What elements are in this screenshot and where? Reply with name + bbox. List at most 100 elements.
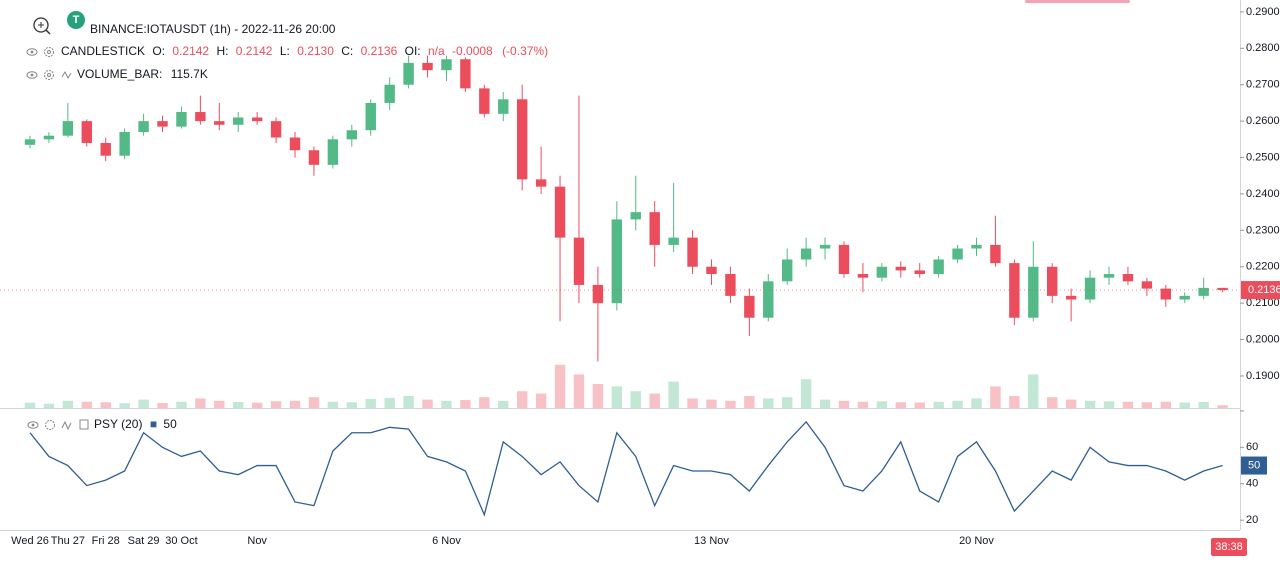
candle-body [1141, 281, 1153, 289]
symbol-title: BINANCE:IOTAUSDT (1h) - 2022-11-26 20:00 [90, 22, 336, 36]
volume-bar [725, 400, 736, 408]
legend-change-pct: (-0.37%) [502, 44, 548, 58]
y-tick-label: 0.2600 [1246, 115, 1280, 127]
candle-body [460, 59, 471, 89]
candle-body [251, 117, 263, 122]
candle-body [176, 112, 187, 127]
eye-icon[interactable] [26, 48, 38, 56]
candle-body [800, 248, 812, 260]
volume-bar [971, 398, 982, 408]
candle-body [971, 244, 982, 249]
psy-badge-label: 50 [1248, 459, 1260, 471]
countdown-badge: 38:38 [1211, 538, 1247, 556]
candle-body [81, 121, 92, 143]
volume-bar [819, 399, 831, 408]
candle-body [1217, 287, 1228, 291]
candle-body [1179, 295, 1190, 300]
candle-body [554, 186, 566, 238]
candle-body [422, 62, 433, 71]
candle-body [725, 274, 736, 296]
volume-bar [138, 399, 149, 408]
volume-bar [384, 397, 395, 408]
volume-bar [195, 398, 206, 408]
gear-icon[interactable] [44, 70, 54, 80]
candle-body [706, 266, 717, 275]
candle-body [630, 212, 641, 220]
x-tick-label: 30 Oct [165, 535, 197, 547]
volume-bar [1160, 401, 1172, 408]
gear-icon[interactable] [45, 420, 55, 430]
delete-icon[interactable] [79, 419, 89, 430]
legend-o: 0.2142 [172, 44, 209, 58]
volume-bar [914, 402, 925, 408]
candle-body [744, 295, 755, 318]
candle-body [952, 248, 963, 260]
volume-bar [233, 402, 244, 408]
line-icon [61, 70, 72, 80]
legend: T BINANCE:IOTAUSDT (1h) - 2022-11-26 20:… [26, 11, 548, 431]
x-tick-label: Wed 26 [11, 535, 49, 547]
candle-body [1009, 263, 1020, 318]
volume-bar [1122, 401, 1134, 408]
volume-bar [687, 398, 698, 408]
volume-bar [592, 384, 604, 408]
last-price-badge [1241, 281, 1280, 300]
candle-body [62, 121, 74, 136]
candle-body [1065, 295, 1077, 300]
y-tick-label: 0.2200 [1246, 261, 1280, 273]
gear-icon[interactable] [44, 47, 54, 57]
y-tick-label: 0.2700 [1246, 79, 1280, 91]
volume-bar [990, 386, 1001, 408]
volume-bar [781, 397, 793, 408]
volume-bar [1103, 401, 1115, 408]
psy-line [29, 420, 1223, 517]
volume-bar [1028, 374, 1039, 408]
candle-body [346, 130, 358, 140]
candle-body [289, 137, 301, 151]
volume-bar [763, 398, 774, 408]
psy-name: PSY (20) [94, 417, 142, 431]
volume-bar [649, 393, 660, 408]
x-tick-label: Sat 29 [128, 535, 160, 547]
volume-bar [857, 401, 869, 408]
candle-body [649, 212, 660, 245]
x-tick-label: 13 Nov [694, 535, 729, 547]
volume-bar [270, 401, 282, 408]
volume-bar [895, 402, 906, 408]
candle-body [1084, 277, 1096, 300]
candle-body [43, 135, 55, 140]
volume-bar [1217, 405, 1228, 408]
x-tick-label: Thu 27 [51, 535, 85, 547]
y-tick-label: 0.1900 [1246, 370, 1280, 382]
volume-bar [24, 402, 36, 408]
volume-bar [479, 397, 490, 408]
volume-bar [1009, 396, 1020, 408]
volume-bar [573, 374, 585, 408]
zoom-icon[interactable] [33, 17, 51, 35]
eye-icon[interactable] [26, 71, 38, 79]
candle-body [819, 244, 831, 249]
legend-h: 0.2142 [236, 44, 273, 58]
volume-bar [308, 397, 320, 408]
legend-o-label: O: [152, 44, 165, 58]
candle-body [1160, 288, 1172, 300]
candle-body [516, 99, 528, 180]
last-price-label: 0.2136 [1248, 284, 1280, 296]
volume-bar [933, 401, 944, 408]
volume-bar [668, 381, 679, 408]
eye-icon[interactable] [27, 421, 39, 429]
legend-l: 0.2130 [297, 44, 334, 58]
candle-body [1047, 266, 1058, 296]
candle-body [914, 270, 925, 275]
volume-bar [327, 401, 339, 408]
candle-body [365, 102, 376, 131]
legend-c-label: C: [341, 44, 353, 58]
volume-bar [952, 400, 963, 408]
candle-body [857, 274, 869, 278]
volume-bar [1084, 400, 1096, 408]
psy-legend: PSY (20) ■ 50 [94, 417, 177, 431]
candle-body [384, 84, 395, 103]
y-tick-label: 0.2900 [1246, 6, 1280, 18]
candle-body [270, 121, 282, 138]
